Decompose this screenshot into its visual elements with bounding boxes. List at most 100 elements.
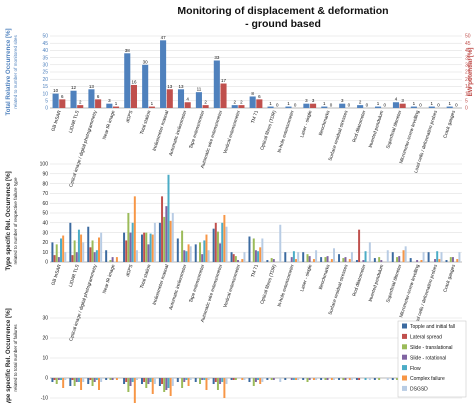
- bar-slide-rotational: [201, 378, 204, 380]
- bar-slide-translational: [252, 238, 255, 262]
- bar-slide-rotational: [147, 244, 150, 262]
- bar-dsgsd: [297, 252, 300, 262]
- bar-topple-and-initial-fall: [445, 260, 448, 262]
- legend-swatch: [402, 365, 407, 371]
- y-axis-subtitle: related to number of respective failure …: [13, 177, 18, 265]
- bar-dsgsd: [171, 378, 174, 386]
- data-label-occurrence: 10: [53, 88, 59, 93]
- bar-occurrence: [303, 103, 310, 108]
- category-label: Inclinometer manual: [152, 110, 170, 152]
- category-label: dGPS: [125, 264, 134, 277]
- bar-complex-failure: [62, 378, 65, 388]
- y-axis-subtitle: related to number of monitored sites: [13, 35, 18, 109]
- bar-dsgsd: [315, 250, 318, 262]
- y-axis-title: Total Relative Occurrence [%]: [5, 28, 12, 115]
- bar-dsgsd: [458, 252, 461, 262]
- bar-ew-potential: [95, 99, 102, 108]
- bar-slide-rotational: [57, 378, 60, 380]
- y-axis-subtitle: related to total number of failures: [13, 324, 18, 392]
- data-label-ew-potential: 1: [115, 101, 118, 106]
- bar-topple-and-initial-fall: [320, 257, 323, 262]
- bar-lateral-spread: [232, 254, 235, 262]
- bar-lateral-spread: [358, 378, 361, 380]
- bar-slide-translational: [306, 378, 309, 382]
- bar-ew-potential: [202, 105, 209, 108]
- bar-flow: [131, 378, 134, 382]
- bar-slide-rotational: [183, 250, 186, 262]
- data-label-ew-potential: 6: [61, 94, 64, 99]
- category-label: Tape extensometer: [188, 263, 205, 303]
- bar-occurrence: [267, 106, 274, 108]
- legend-label: Complex failure: [410, 376, 445, 382]
- bar-slide-translational: [396, 378, 399, 380]
- data-label-ew-potential: 0: [437, 103, 440, 108]
- category-label: Superficial tiltmeter: [385, 263, 402, 303]
- category-label: Vertical extensometer: [222, 263, 241, 308]
- bar-topple-and-initial-fall: [105, 378, 108, 380]
- bar-flow: [364, 251, 367, 262]
- bar-lateral-spread: [161, 196, 164, 262]
- bar-topple-and-initial-fall: [409, 258, 412, 262]
- bar-lateral-spread: [89, 378, 92, 380]
- bar-flow: [149, 233, 152, 262]
- bar-ew-potential: [256, 99, 263, 108]
- bar-slide-translational: [324, 378, 327, 380]
- y-tick-label: 50: [42, 34, 48, 40]
- bar-lateral-spread: [71, 378, 74, 380]
- bar-occurrence: [357, 105, 364, 108]
- bar-slide-translational: [163, 378, 166, 392]
- bar-complex-failure: [330, 259, 333, 262]
- category-label: GB InSAR: [50, 263, 62, 286]
- bar-topple-and-initial-fall: [355, 260, 358, 262]
- bar-slide-rotational: [434, 259, 437, 262]
- bar-flow: [203, 240, 206, 262]
- bar-occurrence: [321, 106, 328, 108]
- bar-complex-failure: [348, 378, 351, 380]
- bar-slide-rotational: [290, 257, 293, 262]
- data-label-ew-potential: 2: [79, 100, 82, 105]
- y2-tick-label: 10: [465, 91, 471, 97]
- data-label-ew-potential: 0: [383, 103, 386, 108]
- data-label-ew-potential: 3: [401, 98, 404, 103]
- bar-topple-and-initial-fall: [248, 378, 251, 382]
- data-label-occurrence: 3: [341, 98, 344, 103]
- bar-flow: [60, 378, 63, 380]
- bar-occurrence: [446, 106, 453, 108]
- bar-complex-failure: [98, 237, 100, 262]
- bar-occurrence: [52, 93, 59, 108]
- category-label: Automatic wire extensometer: [200, 263, 224, 322]
- y2-tick-label: 15: [465, 84, 471, 90]
- bar-slide-translational: [234, 256, 237, 262]
- bar-lateral-spread: [143, 378, 146, 382]
- bar-complex-failure: [187, 378, 190, 386]
- bar-dsgsd: [207, 250, 210, 262]
- bar-topple-and-initial-fall: [230, 252, 233, 262]
- bar-dsgsd: [171, 213, 174, 262]
- bar-topple-and-initial-fall: [140, 378, 143, 384]
- data-label-ew-potential: 0: [294, 103, 297, 108]
- y-axis-title: Type specific Rel. Occurrence [%]: [5, 308, 12, 403]
- data-label-ew-potential: 1: [151, 101, 154, 106]
- bar-slide-translational: [73, 378, 76, 386]
- chart-title: Monitoring of displacement & deformation…: [177, 5, 388, 30]
- category-label: Inverted pendulum: [368, 264, 385, 303]
- bar-topple-and-initial-fall: [194, 244, 197, 262]
- bar-slide-translational: [216, 231, 219, 262]
- category-label: Crack gauges: [442, 263, 456, 293]
- bar-dsgsd: [82, 242, 85, 262]
- bar-flow: [131, 222, 134, 262]
- data-label-occurrence: 1: [448, 101, 451, 106]
- bar-occurrence: [177, 89, 185, 108]
- data-label-occurrence: 1: [269, 101, 272, 106]
- bar-slide-rotational: [75, 378, 78, 382]
- bar-dsgsd: [135, 378, 138, 380]
- category-label: Micrometer-screw levelling: [398, 109, 420, 164]
- bar-topple-and-initial-fall: [320, 378, 323, 380]
- bar-dsgsd: [225, 378, 228, 384]
- bar-occurrence: [375, 106, 382, 108]
- bar-slide-rotational: [272, 259, 275, 262]
- bar-lateral-spread: [214, 222, 217, 262]
- bar-topple-and-initial-fall: [338, 254, 341, 262]
- bar-slide-translational: [270, 258, 273, 262]
